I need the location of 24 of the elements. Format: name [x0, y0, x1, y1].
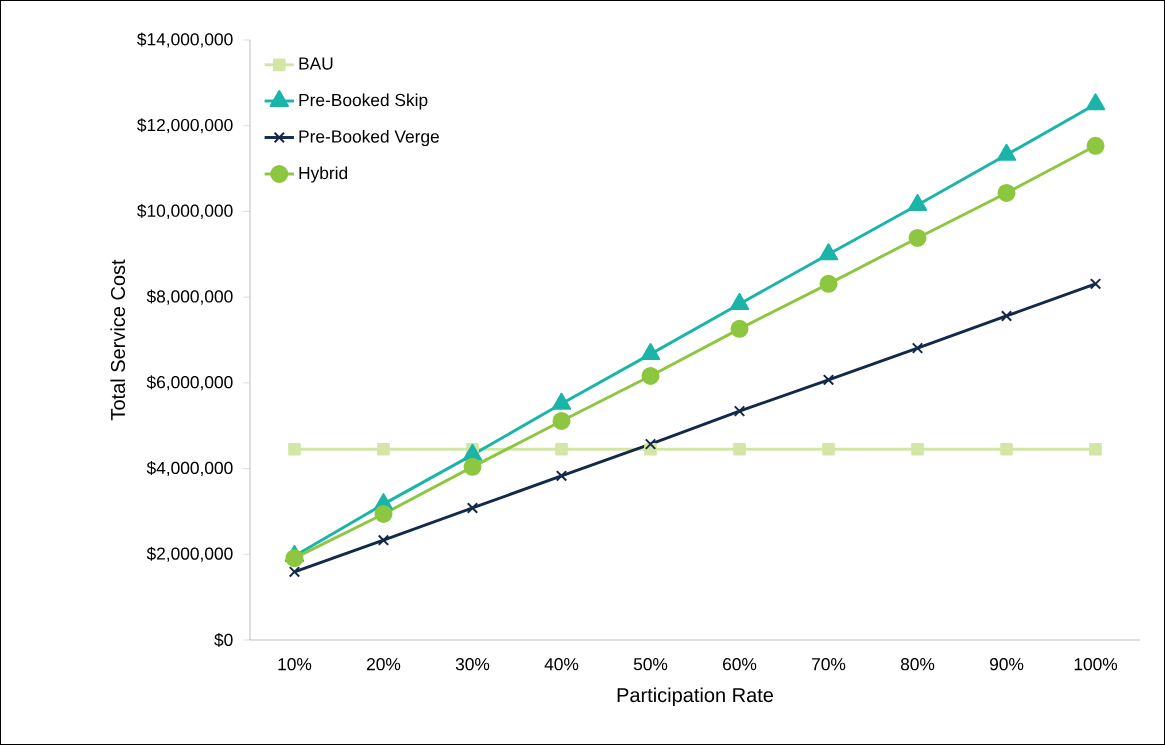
y-tick-label: $4,000,000: [146, 461, 233, 477]
x-tick-label: 70%: [812, 658, 846, 671]
y-tick-label: $8,000,000: [146, 289, 233, 305]
y-tick-label: $0: [214, 632, 233, 648]
legend-label: Pre-Booked Verge: [299, 129, 439, 147]
x-tick-label: 20%: [367, 658, 401, 671]
x-tick-label: 30%: [455, 658, 490, 671]
x-tick-label: 50%: [633, 658, 668, 671]
x-tick-label: 90%: [989, 658, 1024, 671]
x-tick-label: 80%: [900, 658, 935, 671]
x-tick-label: 60%: [723, 658, 757, 671]
x-axis-title: Participation Rate: [617, 687, 774, 707]
legend-label: Pre-Booked Skip: [299, 93, 428, 110]
y-tick-label: $2,000,000: [146, 546, 233, 562]
y-axis-title: Total Service Cost: [110, 259, 126, 421]
x-tick-label: 40%: [544, 658, 579, 671]
x-tick-label: 100%: [1074, 658, 1118, 671]
x-tick-label: 10%: [278, 658, 312, 671]
y-tick-label: $6,000,000: [146, 375, 233, 391]
legend-label: Hybrid: [299, 166, 348, 183]
y-tick-label: $12,000,000: [137, 118, 233, 134]
legend-label: BAU: [299, 57, 333, 70]
y-tick-label: $14,000,000: [137, 32, 233, 48]
y-tick-label: $10,000,000: [137, 203, 233, 219]
